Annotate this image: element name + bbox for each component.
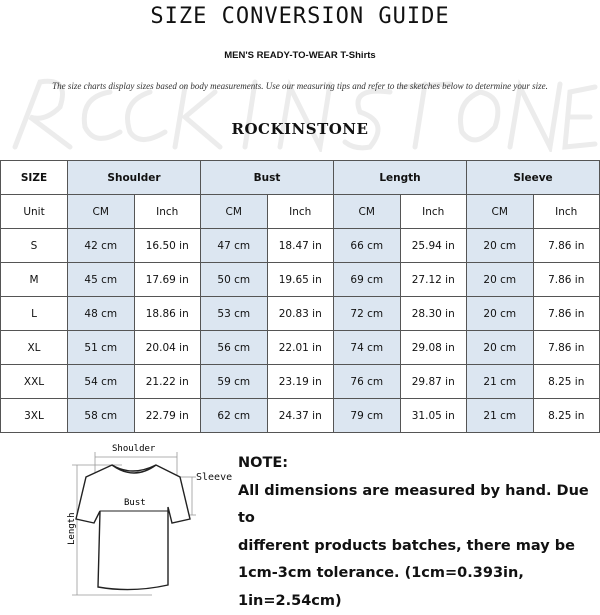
value-cell: 20 cm <box>466 296 534 331</box>
value-cell: 7.86 in <box>532 228 600 263</box>
value-cell: 50 cm <box>200 262 268 297</box>
size-header: SIZE <box>0 160 68 195</box>
value-cell: 7.86 in <box>532 330 600 365</box>
unit-cell: CM <box>200 194 268 229</box>
value-cell: 29.08 in <box>399 330 467 365</box>
value-cell: 51 cm <box>67 330 135 365</box>
size-cell: 3XL <box>0 398 68 433</box>
unit-cell: Inch <box>266 194 334 229</box>
value-cell: 18.86 in <box>133 296 201 331</box>
value-cell: 16.50 in <box>133 228 201 263</box>
note-section: NOTE: All dimensions are measured by han… <box>238 450 600 615</box>
note-line: 1cm-3cm tolerance. (1cm=0.393in, 1in=2.5… <box>238 565 524 609</box>
brand-name: ROCKINSTONE <box>231 120 369 138</box>
value-cell: 27.12 in <box>399 262 467 297</box>
value-cell: 7.86 in <box>532 262 600 297</box>
table-row: M 45 cm 17.69 in 50 cm 19.65 in 69 cm 27.12 in… <box>0 262 600 297</box>
subtitle: MEN'S READY-TO-WEAR T-Shirts <box>224 50 376 61</box>
size-cell: L <box>0 296 68 331</box>
value-cell: 76 cm <box>333 364 401 399</box>
table-row: XL 51 cm 20.04 in 56 cm 22.01 in 74 cm 29.08 i… <box>0 330 600 365</box>
unit-row: Unit CM Inch CM Inch CM Inch CM Inch <box>0 194 600 229</box>
value-cell: 8.25 in <box>532 398 600 433</box>
tshirt-sketch: Shoulder Bust Length <box>67 444 196 596</box>
unit-cell: CM <box>67 194 135 229</box>
sketch-label-shoulder: Shoulder <box>112 444 156 454</box>
value-cell: 21 cm <box>466 364 534 399</box>
group-header-bust: Bust <box>200 160 334 195</box>
group-header-length: Length <box>333 160 467 195</box>
value-cell: 29.87 in <box>399 364 467 399</box>
value-cell: 56 cm <box>200 330 268 365</box>
value-cell: 20.83 in <box>266 296 334 331</box>
table-row: S 42 cm 16.50 in 47 cm 18.47 in 66 cm 25.94 in… <box>0 228 600 263</box>
value-cell: 7.86 in <box>532 296 600 331</box>
sketch-label-bust: Bust <box>124 498 146 508</box>
value-cell: 20 cm <box>466 228 534 263</box>
value-cell: 24.37 in <box>266 398 334 433</box>
value-cell: 69 cm <box>333 262 401 297</box>
unit-cell: CM <box>466 194 534 229</box>
value-cell: 18.47 in <box>266 228 334 263</box>
value-cell: 74 cm <box>333 330 401 365</box>
size-cell: XL <box>0 330 68 365</box>
value-cell: 79 cm <box>333 398 401 433</box>
value-cell: 22.01 in <box>266 330 334 365</box>
table-row: XXL 54 cm 21.22 in 59 cm 23.19 in 76 cm 29.87 … <box>0 364 600 399</box>
value-cell: 53 cm <box>200 296 268 331</box>
table-row: L 48 cm 18.86 in 53 cm 20.83 in 72 cm 28.30 in… <box>0 296 600 331</box>
table-row: 3XL 58 cm 22.79 in 62 cm 24.37 in 79 cm 31.05 … <box>0 398 600 433</box>
value-cell: 8.25 in <box>532 364 600 399</box>
note-line: different products batches, there may be <box>238 537 575 554</box>
table-header-row: SIZE Shoulder Bust Length Sleeve <box>0 160 600 195</box>
value-cell: 28.30 in <box>399 296 467 331</box>
size-table: SIZE Shoulder Bust Length Sleeve Unit CM… <box>0 160 600 433</box>
group-header-sleeve: Sleeve <box>466 160 600 195</box>
value-cell: 62 cm <box>200 398 268 433</box>
value-cell: 47 cm <box>200 228 268 263</box>
value-cell: 72 cm <box>333 296 401 331</box>
size-cell: XXL <box>0 364 68 399</box>
value-cell: 25.94 in <box>399 228 467 263</box>
description: The size charts display sizes based on b… <box>52 81 548 91</box>
value-cell: 20.04 in <box>133 330 201 365</box>
value-cell: 31.05 in <box>399 398 467 433</box>
value-cell: 19.65 in <box>266 262 334 297</box>
unit-cell: Inch <box>532 194 600 229</box>
value-cell: 58 cm <box>67 398 135 433</box>
value-cell: 48 cm <box>67 296 135 331</box>
note-heading: NOTE: <box>238 455 289 471</box>
watermark-logo <box>12 78 598 152</box>
note-line: All dimensions are measured by hand. Due… <box>238 482 589 527</box>
value-cell: 42 cm <box>67 228 135 263</box>
unit-cell: CM <box>333 194 401 229</box>
sketch-label-sleeve: Sleeve <box>196 472 233 483</box>
unit-cell: Inch <box>399 194 467 229</box>
unit-label: Unit <box>0 194 68 229</box>
unit-cell: Inch <box>133 194 201 229</box>
value-cell: 20 cm <box>466 262 534 297</box>
value-cell: 59 cm <box>200 364 268 399</box>
value-cell: 20 cm <box>466 330 534 365</box>
page-title: SIZE CONVERSION GUIDE <box>150 4 450 29</box>
value-cell: 54 cm <box>67 364 135 399</box>
value-cell: 17.69 in <box>133 262 201 297</box>
value-cell: 45 cm <box>67 262 135 297</box>
size-cell: S <box>0 228 68 263</box>
value-cell: 23.19 in <box>266 364 334 399</box>
value-cell: 66 cm <box>333 228 401 263</box>
sketch-label-length: Length <box>67 512 77 545</box>
size-cell: M <box>0 262 68 297</box>
value-cell: 22.79 in <box>133 398 201 433</box>
value-cell: 21 cm <box>466 398 534 433</box>
value-cell: 21.22 in <box>133 364 201 399</box>
group-header-shoulder: Shoulder <box>67 160 201 195</box>
